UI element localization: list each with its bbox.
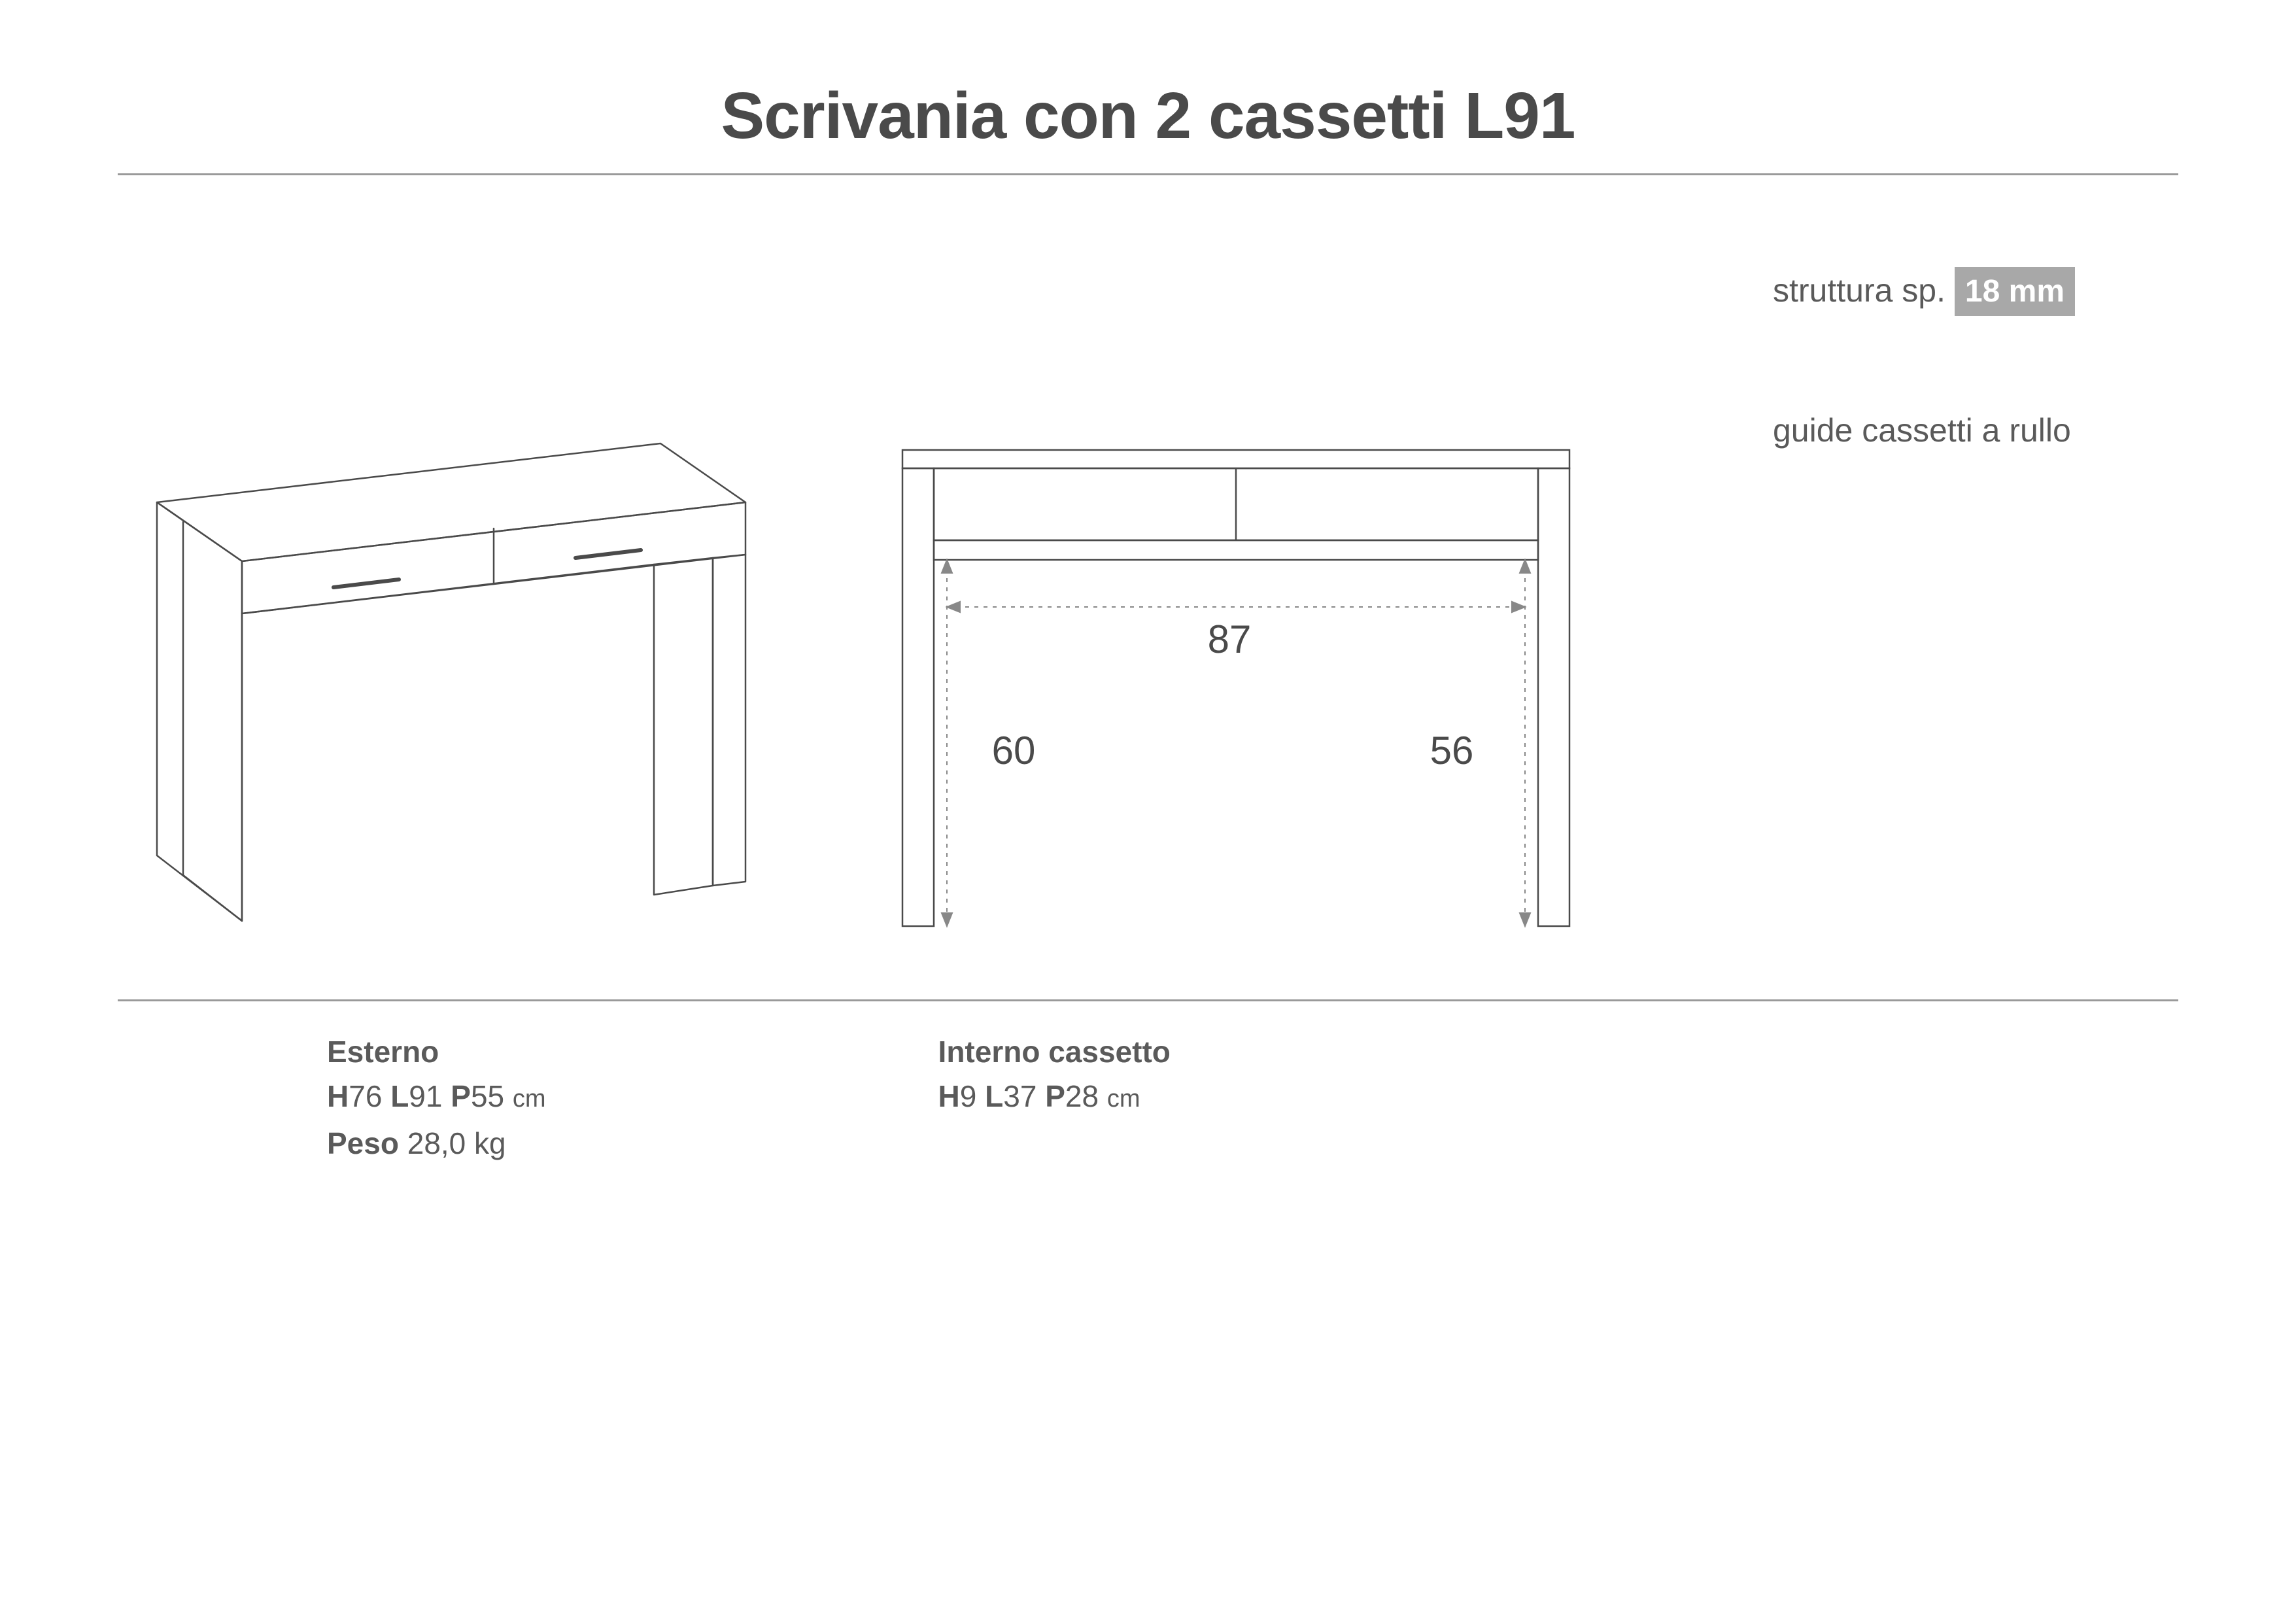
structure-label: struttura sp. <box>1773 272 1945 309</box>
guides-note: guide cassetti a rullo <box>1773 407 2178 453</box>
external-title: Esterno <box>327 1034 546 1069</box>
page-title: Scrivania con 2 cassetti L91 <box>118 78 2178 154</box>
rule-top <box>118 173 2178 175</box>
drawer-specs: Interno cassetto H9 L37 P28 cm <box>938 1034 1171 1173</box>
external-weight: Peso 28,0 kg <box>327 1126 546 1161</box>
notes-column: struttura sp. 18 mm guide cassetti a rul… <box>1773 215 2178 545</box>
external-specs: Esterno H76 L91 P55 cm Peso 28,0 kg <box>327 1034 546 1173</box>
ext-weight-label: Peso <box>327 1126 399 1160</box>
ext-unit: cm <box>513 1085 546 1113</box>
dim-right-height: 56 <box>1430 729 1474 772</box>
external-dims: H76 L91 P55 cm <box>327 1079 546 1114</box>
content-row: 87 60 56 struttura sp. 18 mm guide casse… <box>118 215 2178 947</box>
structure-thickness-note: struttura sp. 18 mm <box>1773 267 2178 316</box>
drw-h-label: H <box>938 1079 960 1113</box>
drw-l-val: 37 <box>1003 1079 1037 1113</box>
ext-weight-val: 28,0 kg <box>407 1126 506 1160</box>
ext-p-val: 55 <box>471 1079 504 1113</box>
thickness-badge: 18 mm <box>1955 267 2075 316</box>
ext-h-val: 76 <box>349 1079 382 1113</box>
ext-l-val: 91 <box>409 1079 442 1113</box>
drw-p-val: 28 <box>1065 1079 1099 1113</box>
dim-width: 87 <box>1208 617 1252 661</box>
specs-row: Esterno H76 L91 P55 cm Peso 28,0 kg Inte… <box>118 1034 2178 1173</box>
drw-p-label: P <box>1045 1079 1065 1113</box>
rule-bottom <box>118 999 2178 1001</box>
drawings-area: 87 60 56 <box>118 424 1773 947</box>
drawer-dims: H9 L37 P28 cm <box>938 1079 1171 1114</box>
drw-h-val: 9 <box>960 1079 977 1113</box>
iso-desk-drawing <box>118 424 759 947</box>
drw-l-label: L <box>985 1079 1003 1113</box>
front-desk-drawing: 87 60 56 <box>876 424 1596 947</box>
ext-p-label: P <box>451 1079 471 1113</box>
ext-h-label: H <box>327 1079 349 1113</box>
dim-left-height: 60 <box>992 729 1036 772</box>
drawer-title: Interno cassetto <box>938 1034 1171 1069</box>
drw-unit: cm <box>1107 1085 1140 1113</box>
ext-l-label: L <box>390 1079 409 1113</box>
